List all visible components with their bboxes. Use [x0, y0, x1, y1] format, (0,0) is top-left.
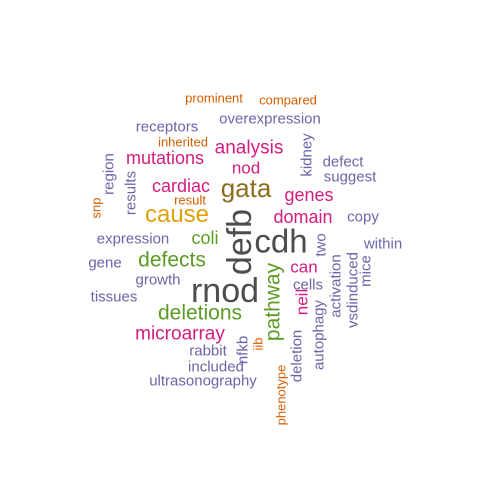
- word-results: results: [122, 170, 140, 216]
- word-growth: growth: [135, 271, 181, 289]
- word-included: included: [188, 358, 244, 376]
- word-analysis: analysis: [214, 137, 284, 159]
- word-activation: activation: [327, 254, 345, 318]
- word-snp: snp: [88, 197, 104, 219]
- word-domain: domain: [273, 207, 333, 227]
- word-gene: gene: [88, 254, 122, 272]
- word-coli: coli: [191, 228, 219, 248]
- word-phenotype: phenotype: [273, 364, 289, 426]
- word-kidney: kidney: [298, 133, 316, 177]
- word-rabbit: rabbit: [189, 342, 227, 360]
- word-region: region: [100, 153, 118, 195]
- word-defects: defects: [138, 248, 206, 272]
- word-vsdinduced: vsdinduced: [344, 252, 362, 328]
- word-cells: cells: [292, 276, 324, 294]
- word-genes: genes: [284, 185, 334, 205]
- word-can: can: [290, 257, 318, 277]
- word-prominent: prominent: [185, 90, 243, 106]
- word-receptors: receptors: [135, 118, 199, 136]
- word-cause: cause: [144, 201, 210, 228]
- word-cardiac: cardiac: [151, 176, 211, 196]
- word-ultrasonography: ultrasonography: [149, 372, 257, 390]
- word-rnod: rnod: [190, 272, 260, 310]
- word-compared: compared: [259, 92, 317, 108]
- word-defb: defb: [221, 208, 259, 276]
- word-pathway: pathway: [261, 262, 285, 342]
- word-suggest: suggest: [323, 168, 377, 186]
- word-deletion: deletion: [288, 329, 306, 383]
- word-copy: copy: [347, 208, 379, 226]
- word-gata: gata: [220, 173, 272, 203]
- word-inherited: inherited: [158, 134, 208, 150]
- word-microarray: microarray: [135, 323, 225, 345]
- word-iib: iib: [250, 337, 266, 351]
- word-overexpression: overexpression: [219, 110, 321, 128]
- word-cdh: cdh: [254, 222, 308, 260]
- word-tissues: tissues: [90, 288, 138, 306]
- word-defect: defect: [322, 153, 364, 171]
- word-autophagy: autophagy: [310, 299, 328, 371]
- word-within: within: [363, 235, 403, 253]
- word-two: two: [312, 233, 330, 257]
- word-nod: nod: [231, 158, 261, 178]
- word-result: result: [174, 192, 206, 208]
- word-expression: expression: [96, 230, 170, 248]
- word-mutations: mutations: [125, 148, 205, 168]
- word-deletions: deletions: [157, 301, 243, 325]
